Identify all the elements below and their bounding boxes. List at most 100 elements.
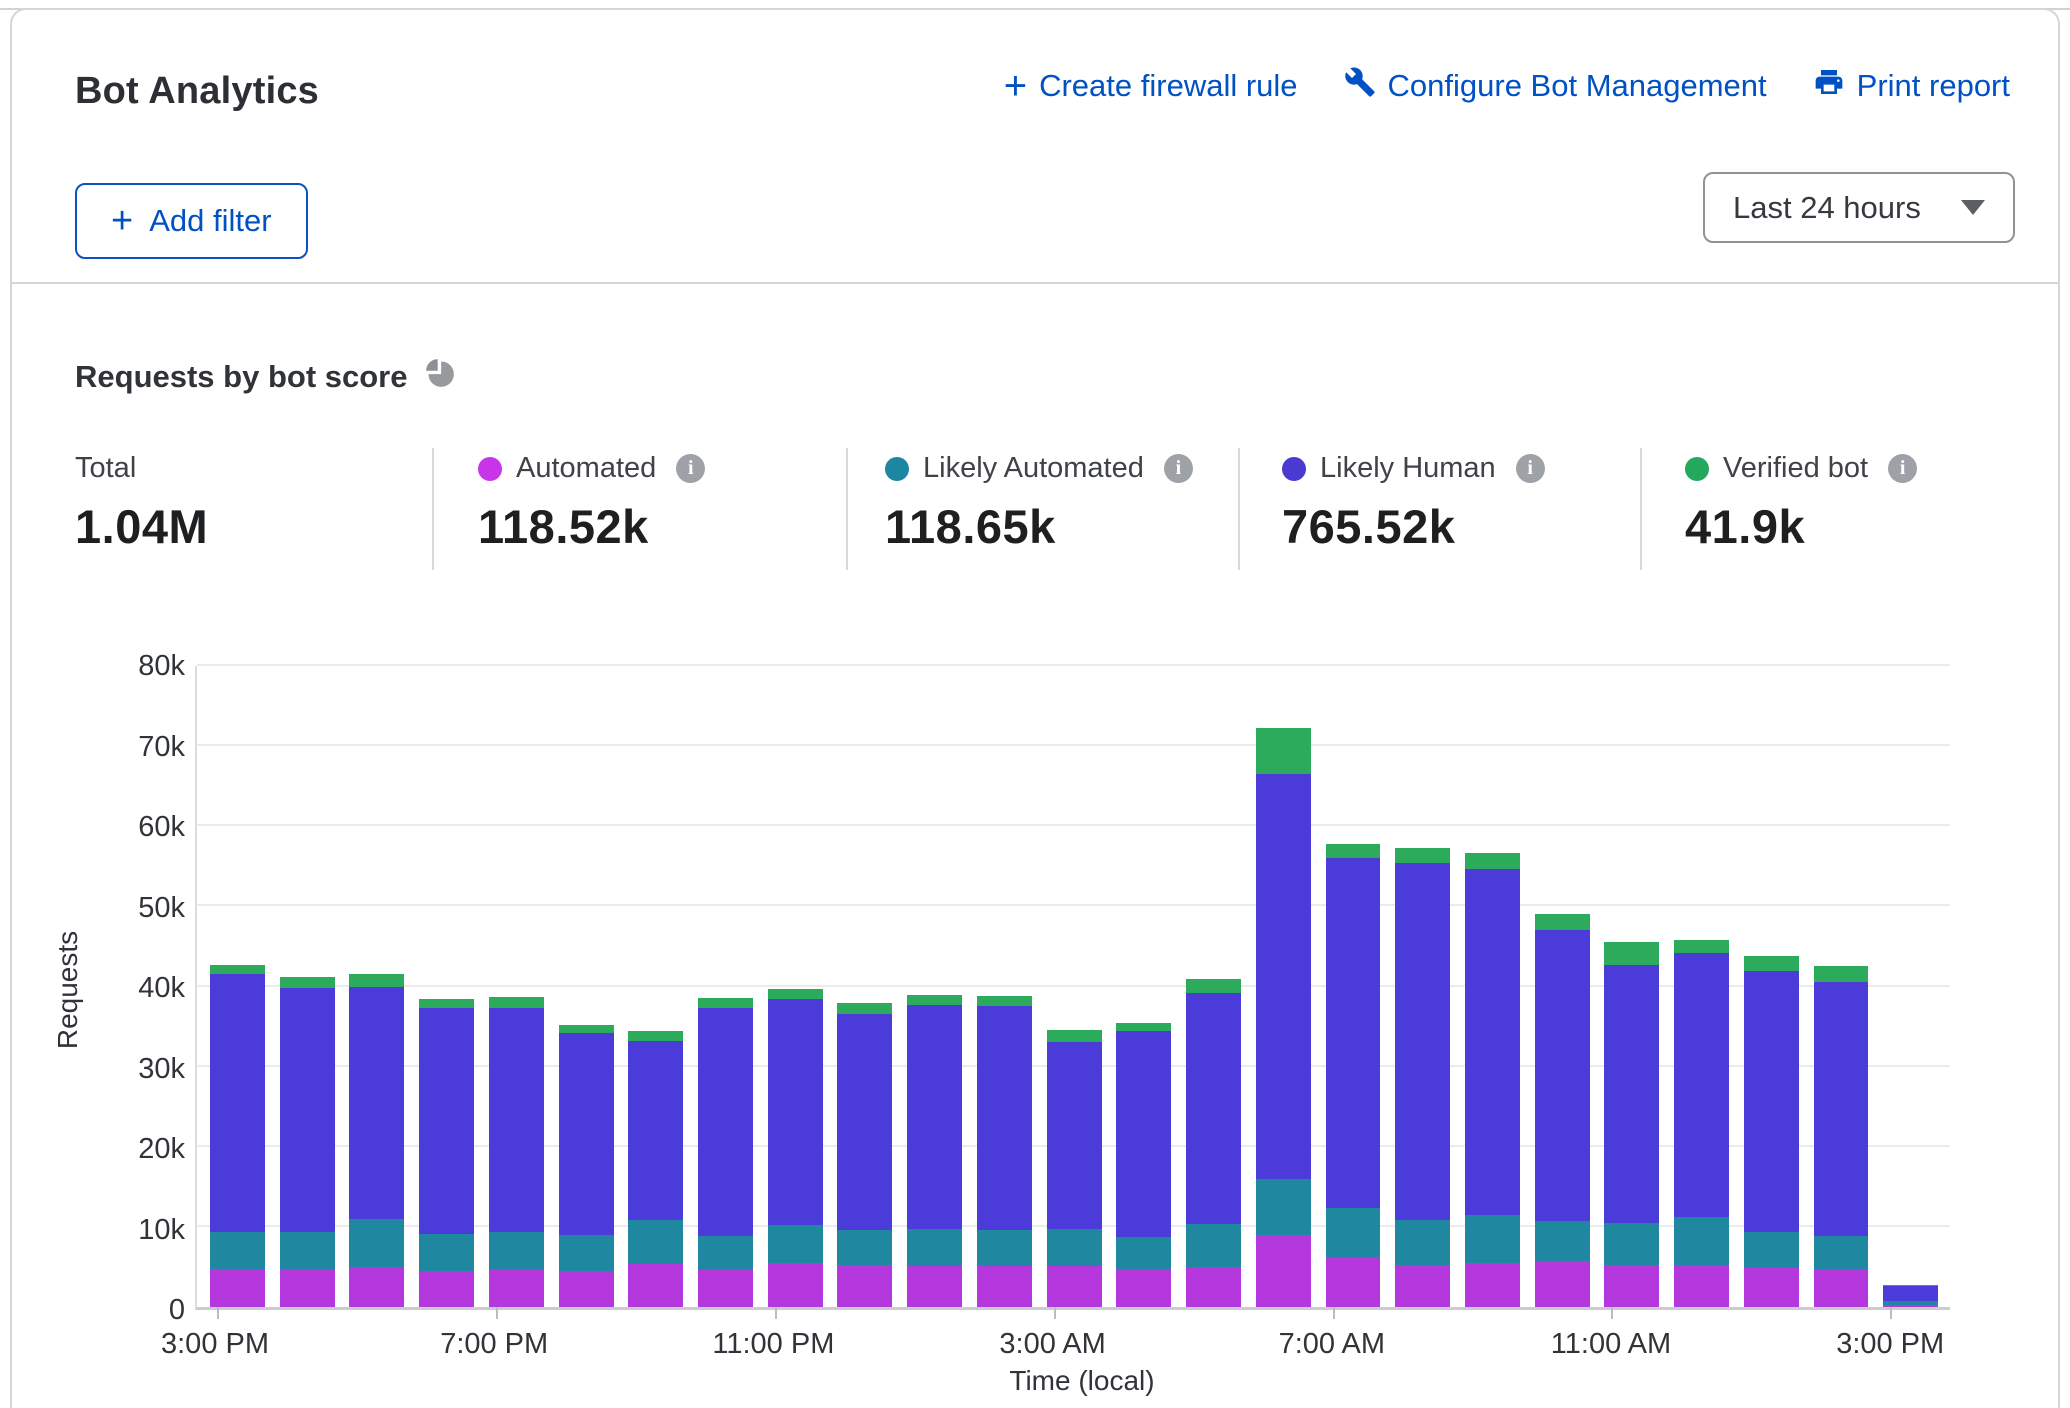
segment-likely-human[interactable] xyxy=(1814,982,1869,1236)
segment-likely-automated[interactable] xyxy=(349,1219,404,1267)
bar-500pm[interactable] xyxy=(349,974,404,1307)
segment-automated[interactable] xyxy=(977,1266,1032,1307)
segment-automated[interactable] xyxy=(210,1269,265,1307)
bar-1100am[interactable] xyxy=(1604,942,1659,1307)
segment-verified-bot[interactable] xyxy=(1465,853,1520,869)
segment-likely-human[interactable] xyxy=(280,988,335,1232)
segment-verified-bot[interactable] xyxy=(559,1025,614,1033)
bar-100pm[interactable] xyxy=(1744,956,1799,1307)
segment-automated[interactable] xyxy=(628,1264,683,1307)
segment-automated[interactable] xyxy=(1186,1267,1241,1307)
info-icon[interactable]: i xyxy=(676,454,705,483)
segment-likely-human[interactable] xyxy=(1326,858,1381,1209)
segment-automated[interactable] xyxy=(1814,1269,1869,1307)
segment-likely-human[interactable] xyxy=(1744,971,1799,1231)
segment-automated[interactable] xyxy=(1326,1257,1381,1307)
segment-automated[interactable] xyxy=(1047,1266,1102,1307)
segment-likely-automated[interactable] xyxy=(698,1236,753,1270)
segment-verified-bot[interactable] xyxy=(1326,844,1381,858)
segment-verified-bot[interactable] xyxy=(698,998,753,1008)
print-report-link[interactable]: Print report xyxy=(1813,66,2010,106)
segment-verified-bot[interactable] xyxy=(419,999,474,1009)
bar-300am[interactable] xyxy=(1047,1030,1102,1307)
segment-verified-bot[interactable] xyxy=(210,965,265,975)
segment-automated[interactable] xyxy=(559,1271,614,1307)
segment-likely-human[interactable] xyxy=(1604,965,1659,1223)
segment-likely-human[interactable] xyxy=(349,987,404,1219)
segment-automated[interactable] xyxy=(1116,1269,1171,1307)
segment-likely-automated[interactable] xyxy=(1674,1217,1729,1264)
segment-verified-bot[interactable] xyxy=(1814,966,1869,982)
add-filter-button[interactable]: + Add filter xyxy=(75,183,308,259)
bar-300pm[interactable] xyxy=(1883,1285,1938,1307)
segment-likely-human[interactable] xyxy=(489,1008,544,1232)
segment-automated[interactable] xyxy=(1744,1268,1799,1307)
segment-verified-bot[interactable] xyxy=(1535,914,1590,931)
segment-likely-automated[interactable] xyxy=(559,1235,614,1271)
create-firewall-rule-link[interactable]: + Create firewall rule xyxy=(1004,68,1298,104)
segment-likely-human[interactable] xyxy=(837,1014,892,1230)
segment-verified-bot[interactable] xyxy=(1744,956,1799,971)
segment-likely-automated[interactable] xyxy=(1326,1208,1381,1256)
bar-100am[interactable] xyxy=(907,995,962,1307)
segment-verified-bot[interactable] xyxy=(280,977,335,988)
segment-likely-automated[interactable] xyxy=(768,1225,823,1263)
bar-200am[interactable] xyxy=(977,996,1032,1307)
segment-verified-bot[interactable] xyxy=(837,1003,892,1014)
segment-likely-human[interactable] xyxy=(1465,869,1520,1215)
segment-automated[interactable] xyxy=(1256,1235,1311,1307)
segment-likely-automated[interactable] xyxy=(628,1220,683,1263)
segment-automated[interactable] xyxy=(349,1267,404,1307)
bar-200pm[interactable] xyxy=(1814,966,1869,1307)
segment-likely-automated[interactable] xyxy=(1535,1221,1590,1261)
info-icon[interactable]: i xyxy=(1164,454,1193,483)
segment-likely-automated[interactable] xyxy=(1465,1215,1520,1263)
bar-900pm[interactable] xyxy=(628,1031,683,1307)
segment-automated[interactable] xyxy=(489,1269,544,1307)
segment-verified-bot[interactable] xyxy=(349,974,404,987)
bar-400pm[interactable] xyxy=(280,977,335,1307)
segment-verified-bot[interactable] xyxy=(1674,940,1729,953)
info-icon[interactable]: i xyxy=(1516,454,1545,483)
segment-automated[interactable] xyxy=(1674,1265,1729,1307)
segment-likely-human[interactable] xyxy=(1674,953,1729,1217)
segment-likely-human[interactable] xyxy=(1116,1031,1171,1237)
segment-verified-bot[interactable] xyxy=(1604,942,1659,965)
info-icon[interactable]: i xyxy=(1888,454,1917,483)
segment-verified-bot[interactable] xyxy=(628,1031,683,1041)
segment-automated[interactable] xyxy=(837,1265,892,1307)
segment-likely-automated[interactable] xyxy=(1604,1223,1659,1265)
segment-likely-human[interactable] xyxy=(1395,863,1450,1220)
segment-likely-automated[interactable] xyxy=(1814,1236,1869,1269)
bar-900am[interactable] xyxy=(1465,853,1520,1307)
bar-1100pm[interactable] xyxy=(768,989,823,1307)
segment-likely-automated[interactable] xyxy=(210,1232,265,1268)
segment-automated[interactable] xyxy=(698,1270,753,1307)
segment-verified-bot[interactable] xyxy=(489,997,544,1008)
segment-likely-human[interactable] xyxy=(907,1005,962,1229)
segment-verified-bot[interactable] xyxy=(977,996,1032,1006)
segment-likely-human[interactable] xyxy=(559,1033,614,1235)
segment-automated[interactable] xyxy=(768,1263,823,1307)
configure-bot-management-link[interactable]: Configure Bot Management xyxy=(1344,66,1767,106)
bar-600pm[interactable] xyxy=(419,999,474,1307)
segment-verified-bot[interactable] xyxy=(768,989,823,999)
segment-automated[interactable] xyxy=(1535,1261,1590,1307)
segment-likely-automated[interactable] xyxy=(977,1230,1032,1266)
segment-automated[interactable] xyxy=(1465,1263,1520,1307)
segment-likely-human[interactable] xyxy=(1256,774,1311,1179)
bar-800am[interactable] xyxy=(1395,848,1450,1307)
segment-likely-automated[interactable] xyxy=(1186,1224,1241,1267)
segment-verified-bot[interactable] xyxy=(907,995,962,1005)
segment-likely-automated[interactable] xyxy=(1256,1179,1311,1235)
segment-verified-bot[interactable] xyxy=(1186,979,1241,993)
segment-likely-human[interactable] xyxy=(419,1008,474,1234)
segment-likely-automated[interactable] xyxy=(907,1229,962,1266)
segment-likely-human[interactable] xyxy=(1535,930,1590,1221)
bar-700am[interactable] xyxy=(1326,844,1381,1307)
segment-likely-human[interactable] xyxy=(698,1008,753,1236)
segment-likely-automated[interactable] xyxy=(837,1230,892,1264)
segment-verified-bot[interactable] xyxy=(1047,1030,1102,1042)
bar-1200pm[interactable] xyxy=(1674,940,1729,1307)
segment-likely-automated[interactable] xyxy=(1047,1229,1102,1266)
